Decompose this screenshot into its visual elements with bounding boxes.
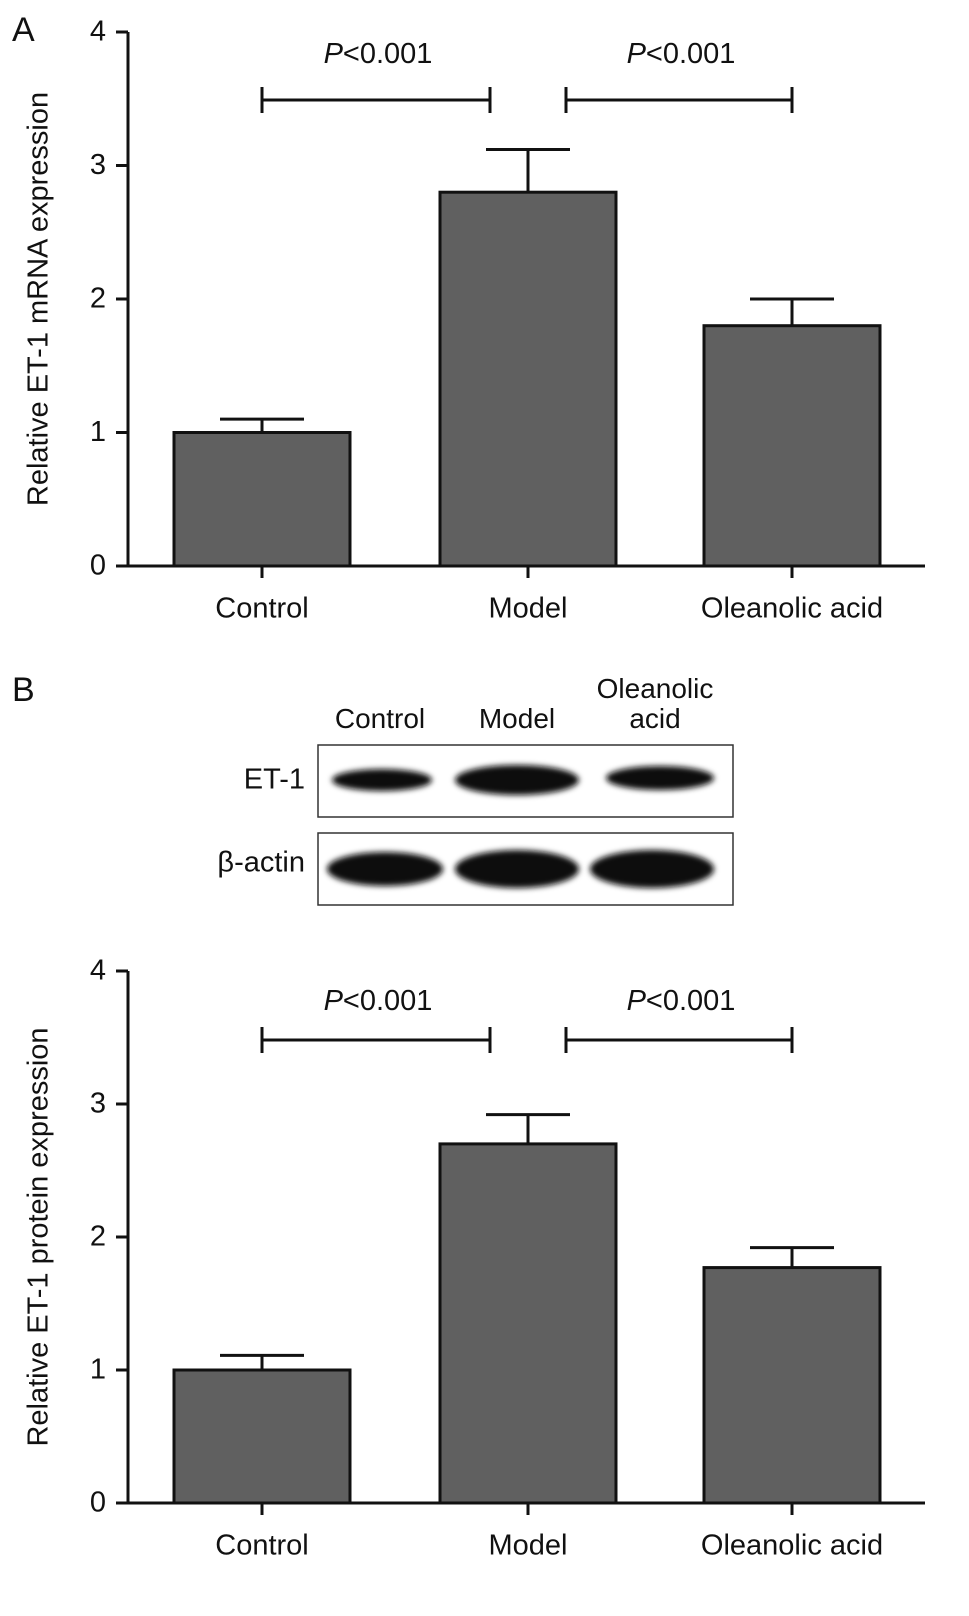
y-tick-label: 2 bbox=[90, 1221, 106, 1253]
blot-lane-label: Model bbox=[478, 703, 556, 734]
bar bbox=[702, 1266, 882, 1505]
panel-label: A bbox=[12, 11, 35, 49]
blot-row-label: ET-1 bbox=[244, 764, 305, 796]
y-axis-label: Relative ET-1 protein expression bbox=[23, 1027, 55, 1446]
x-tick-label: Oleanolic acid bbox=[701, 593, 883, 625]
bar bbox=[438, 190, 618, 568]
panel-label: B bbox=[12, 671, 35, 709]
x-tick-label: Control bbox=[215, 1530, 309, 1562]
y-tick-label: 2 bbox=[90, 283, 106, 315]
y-tick-label: 3 bbox=[90, 1088, 106, 1120]
y-tick-label: 4 bbox=[90, 16, 106, 48]
p-value: P<0.001 bbox=[324, 38, 433, 70]
x-tick-label: Model bbox=[489, 1530, 568, 1562]
y-tick-label: 0 bbox=[90, 1487, 106, 1519]
bar bbox=[172, 1368, 352, 1505]
bar bbox=[438, 1142, 618, 1505]
y-tick-label: 3 bbox=[90, 149, 106, 181]
y-tick-label: 1 bbox=[90, 1354, 106, 1386]
p-value: P<0.001 bbox=[627, 38, 736, 70]
blot-bands bbox=[327, 765, 714, 888]
bar bbox=[702, 324, 882, 568]
p-value: P<0.001 bbox=[627, 985, 736, 1017]
y-axis-label: Relative ET-1 mRNA expression bbox=[23, 92, 55, 506]
blot-row-label: β-actin bbox=[217, 847, 305, 879]
blot-lane-label: Control bbox=[334, 703, 426, 734]
y-tick-label: 0 bbox=[90, 550, 106, 582]
x-tick-label: Control bbox=[215, 593, 309, 625]
p-value: P<0.001 bbox=[324, 985, 433, 1017]
y-tick-label: 4 bbox=[90, 955, 106, 987]
y-tick-label: 1 bbox=[90, 416, 106, 448]
bar bbox=[172, 431, 352, 568]
blot-lane-label: Oleanolic acid bbox=[596, 673, 714, 734]
x-tick-label: Oleanolic acid bbox=[701, 1530, 883, 1562]
x-tick-label: Model bbox=[489, 593, 568, 625]
